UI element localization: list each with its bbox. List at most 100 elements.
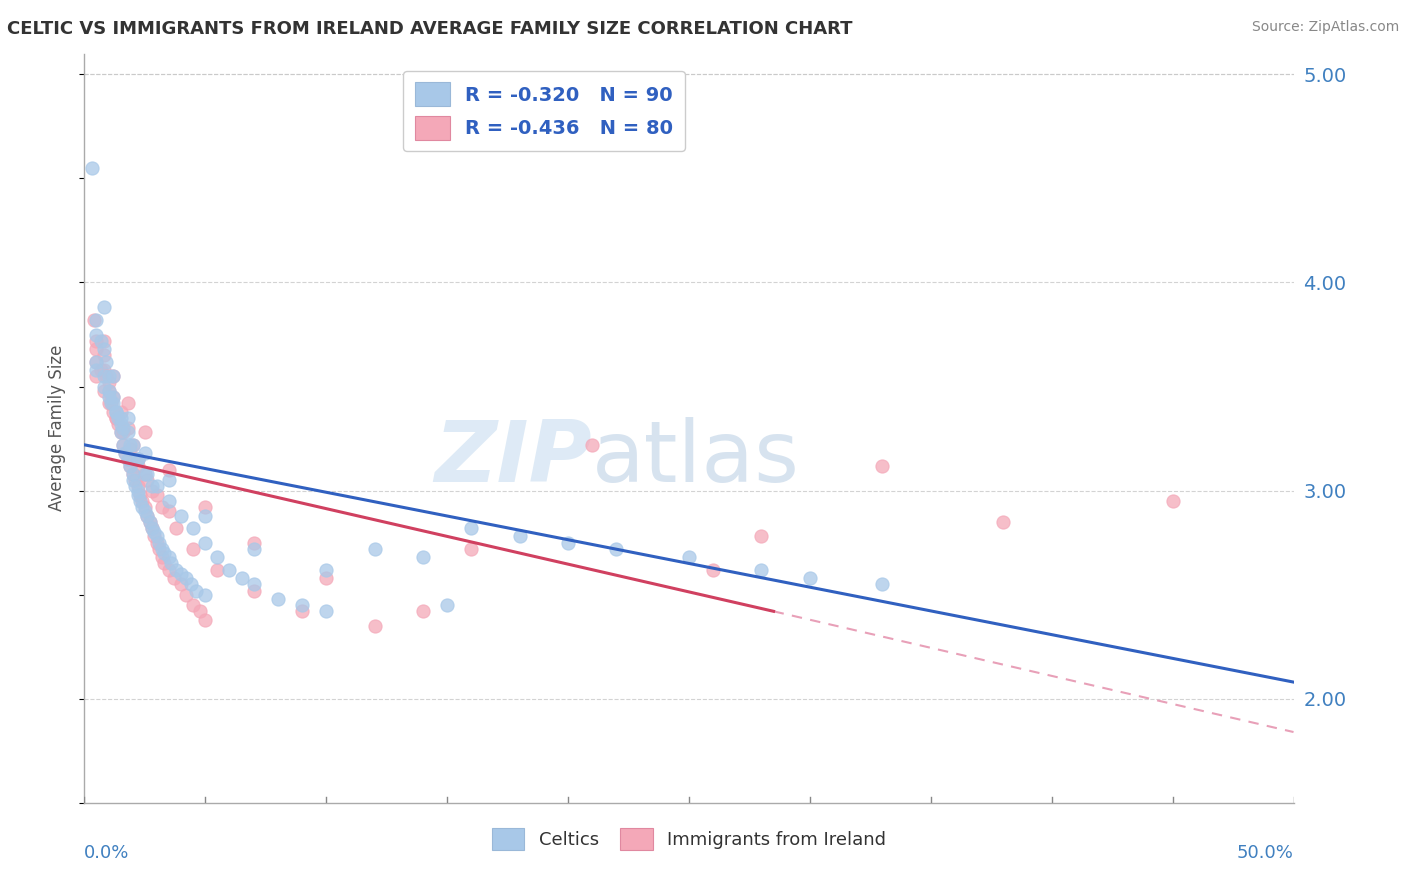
- Point: [117, 396, 139, 410]
- Point: [163, 571, 186, 585]
- Point: [121, 467, 143, 481]
- Point: [165, 563, 187, 577]
- Point: [181, 541, 204, 556]
- Point: [194, 613, 217, 627]
- Point: [121, 467, 143, 481]
- Point: [86, 334, 108, 348]
- Point: [146, 535, 169, 549]
- Point: [103, 390, 125, 404]
- Point: [93, 379, 115, 393]
- Point: [190, 604, 212, 618]
- Point: [231, 571, 253, 585]
- Point: [136, 508, 159, 523]
- Point: [104, 410, 127, 425]
- Point: [174, 588, 197, 602]
- Point: [412, 550, 434, 565]
- Point: [93, 369, 115, 384]
- Text: Source: ZipAtlas.com: Source: ZipAtlas.com: [1251, 20, 1399, 34]
- Point: [94, 354, 117, 368]
- Point: [121, 438, 143, 452]
- Point: [86, 313, 108, 327]
- Point: [153, 557, 176, 571]
- Point: [121, 438, 143, 452]
- Point: [150, 541, 173, 556]
- Point: [184, 583, 207, 598]
- Point: [114, 446, 136, 460]
- Point: [174, 571, 197, 585]
- Point: [460, 521, 482, 535]
- Point: [460, 541, 482, 556]
- Point: [80, 161, 103, 175]
- Point: [153, 546, 176, 560]
- Point: [129, 494, 152, 508]
- Point: [127, 452, 149, 467]
- Point: [141, 521, 163, 535]
- Y-axis label: Average Family Size: Average Family Size: [48, 345, 66, 511]
- Point: [86, 354, 108, 368]
- Point: [120, 458, 142, 473]
- Point: [131, 494, 153, 508]
- Point: [157, 563, 180, 577]
- Point: [93, 363, 115, 377]
- Point: [134, 504, 156, 518]
- Point: [194, 508, 217, 523]
- Point: [120, 458, 142, 473]
- Point: [134, 500, 156, 515]
- Point: [170, 577, 193, 591]
- Point: [146, 479, 169, 493]
- Point: [120, 442, 142, 456]
- Point: [117, 425, 139, 440]
- Point: [412, 604, 434, 618]
- Point: [436, 598, 458, 612]
- Point: [146, 529, 169, 543]
- Point: [110, 417, 132, 431]
- Point: [141, 521, 163, 535]
- Point: [138, 515, 160, 529]
- Point: [107, 410, 129, 425]
- Point: [127, 458, 149, 473]
- Point: [117, 410, 139, 425]
- Point: [148, 535, 170, 549]
- Point: [138, 515, 160, 529]
- Point: [751, 529, 773, 543]
- Point: [242, 577, 264, 591]
- Point: [97, 369, 120, 384]
- Point: [103, 404, 125, 418]
- Point: [557, 535, 579, 549]
- Point: [110, 404, 132, 418]
- Point: [93, 301, 115, 315]
- Text: 0.0%: 0.0%: [84, 844, 129, 862]
- Point: [93, 384, 115, 398]
- Point: [83, 313, 105, 327]
- Point: [97, 384, 120, 398]
- Point: [110, 425, 132, 440]
- Point: [86, 327, 108, 342]
- Point: [134, 467, 156, 481]
- Point: [136, 467, 159, 481]
- Point: [100, 396, 122, 410]
- Point: [136, 473, 159, 487]
- Point: [93, 348, 115, 362]
- Point: [363, 619, 385, 633]
- Point: [242, 541, 264, 556]
- Point: [136, 508, 159, 523]
- Point: [86, 369, 108, 384]
- Point: [124, 473, 146, 487]
- Point: [112, 421, 135, 435]
- Point: [165, 521, 187, 535]
- Point: [751, 563, 773, 577]
- Text: 50.0%: 50.0%: [1237, 844, 1294, 862]
- Point: [112, 438, 135, 452]
- Point: [104, 404, 127, 418]
- Point: [363, 541, 385, 556]
- Point: [181, 521, 204, 535]
- Point: [112, 425, 135, 440]
- Text: CELTIC VS IMMIGRANTS FROM IRELAND AVERAGE FAMILY SIZE CORRELATION CHART: CELTIC VS IMMIGRANTS FROM IRELAND AVERAG…: [7, 20, 852, 37]
- Point: [1161, 494, 1184, 508]
- Point: [90, 363, 112, 377]
- Text: atlas: atlas: [592, 417, 800, 500]
- Point: [509, 529, 531, 543]
- Point: [157, 550, 180, 565]
- Point: [581, 438, 603, 452]
- Point: [291, 604, 314, 618]
